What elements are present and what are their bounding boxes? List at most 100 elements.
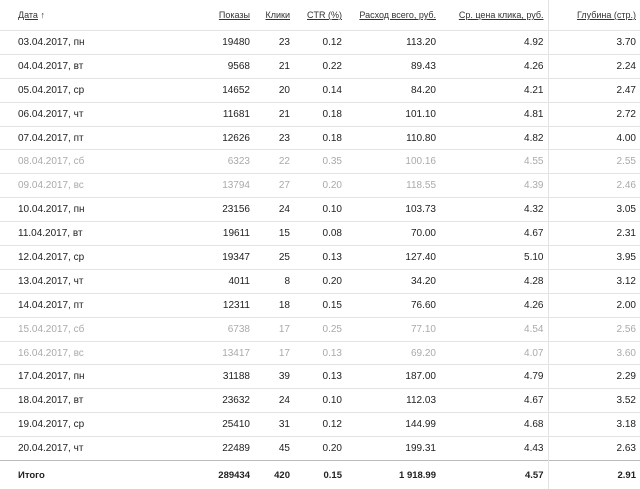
date-header-label[interactable]: Дата <box>18 10 38 20</box>
cell-ctr: 0.35 <box>294 149 346 174</box>
cell-cpc: 4.28 <box>440 268 548 294</box>
column-header-ctr[interactable]: CTR (%) <box>294 0 346 31</box>
header-row: Дата ↑ Показы Клики CTR (%) Расход всего… <box>0 0 640 31</box>
cell-date: 05.04.2017, ср <box>0 77 190 103</box>
cell-cpc: 4.26 <box>440 292 548 318</box>
column-header-depth[interactable]: Глубина (стр.) <box>547 0 640 31</box>
cell-cpc: 4.92 <box>440 30 548 55</box>
cell-cost: 100.16 <box>346 149 440 174</box>
cell-shows: 19480 <box>190 30 254 55</box>
total-ctr: 0.15 <box>294 460 346 489</box>
table-row: 04.04.2017, вт 9568 21 0.22 89.43 4.26 2.24 <box>0 53 640 79</box>
cell-shows: 6738 <box>190 316 254 342</box>
cell-cost: 69.20 <box>346 340 440 365</box>
cell-depth: 3.18 <box>547 412 640 437</box>
shows-header-label[interactable]: Показы <box>218 10 250 20</box>
cell-cpc: 4.79 <box>440 364 548 389</box>
cell-ctr: 0.08 <box>294 221 346 246</box>
clicks-header-label[interactable]: Клики <box>265 10 291 20</box>
cell-cpc: 4.55 <box>440 149 548 174</box>
table-row: 06.04.2017, чт 11681 21 0.18 101.10 4.81 2.72 <box>0 101 640 127</box>
cell-ctr: 0.22 <box>294 53 346 79</box>
table-row: 09.04.2017, вс 13794 27 0.20 118.55 4.39 2.46 <box>0 173 640 198</box>
cell-shows: 11681 <box>190 101 254 127</box>
table-row: 10.04.2017, пн 23156 24 0.10 103.73 4.32 3.05 <box>0 197 640 222</box>
cell-depth: 3.05 <box>547 197 640 222</box>
cell-clicks: 8 <box>254 268 294 294</box>
cell-ctr: 0.18 <box>294 101 346 127</box>
cell-shows: 6323 <box>190 149 254 174</box>
table-row: 20.04.2017, чт 22489 45 0.20 199.31 4.43 2.63 <box>0 436 640 461</box>
cell-ctr: 0.14 <box>294 77 346 103</box>
cell-shows: 12626 <box>190 125 254 150</box>
cell-cpc: 4.26 <box>440 53 548 79</box>
cell-cpc: 4.82 <box>440 125 548 150</box>
total-clicks: 420 <box>254 460 294 489</box>
cell-depth: 4.00 <box>547 125 640 150</box>
cpc-header-label[interactable]: Ср. цена клика, руб. <box>458 10 544 20</box>
cell-depth: 2.47 <box>547 77 640 103</box>
cell-depth: 2.29 <box>547 364 640 389</box>
cell-date: 19.04.2017, ср <box>0 412 190 437</box>
cell-ctr: 0.13 <box>294 245 346 270</box>
cell-date: 07.04.2017, пт <box>0 125 190 150</box>
table-row: 15.04.2017, сб 6738 17 0.25 77.10 4.54 2.56 <box>0 316 640 342</box>
cell-clicks: 45 <box>254 436 294 461</box>
cell-cpc: 5.10 <box>440 245 548 270</box>
table-row: 07.04.2017, пт 12626 23 0.18 110.80 4.82 4.00 <box>0 125 640 150</box>
cell-clicks: 21 <box>254 53 294 79</box>
table-row: 13.04.2017, чт 4011 8 0.20 34.20 4.28 3.12 <box>0 268 640 294</box>
cell-cpc: 4.54 <box>440 316 548 342</box>
cell-ctr: 0.20 <box>294 173 346 198</box>
cell-clicks: 27 <box>254 173 294 198</box>
cell-depth: 2.72 <box>547 101 640 127</box>
cell-depth: 3.12 <box>547 268 640 294</box>
cell-depth: 3.95 <box>547 245 640 270</box>
total-shows: 289434 <box>190 460 254 489</box>
cell-depth: 3.52 <box>547 388 640 413</box>
sort-ascending-icon[interactable]: ↑ <box>40 10 45 20</box>
cell-cost: 70.00 <box>346 221 440 246</box>
total-label: Итого <box>0 460 190 489</box>
cell-ctr: 0.20 <box>294 436 346 461</box>
table-row: 12.04.2017, ср 19347 25 0.13 127.40 5.10 3.95 <box>0 245 640 270</box>
cell-date: 12.04.2017, ср <box>0 245 190 270</box>
cell-shows: 19611 <box>190 221 254 246</box>
column-header-clicks[interactable]: Клики <box>254 0 294 31</box>
cell-shows: 9568 <box>190 53 254 79</box>
ctr-header-label[interactable]: CTR (%) <box>307 10 342 20</box>
column-header-cpc[interactable]: Ср. цена клика, руб. <box>440 0 548 31</box>
cell-cpc: 4.32 <box>440 197 548 222</box>
cell-shows: 31188 <box>190 364 254 389</box>
cell-cpc: 4.39 <box>440 173 548 198</box>
table-row: 19.04.2017, ср 25410 31 0.12 144.99 4.68 3.18 <box>0 412 640 437</box>
cell-cost: 76.60 <box>346 292 440 318</box>
total-depth: 2.91 <box>547 460 640 489</box>
cell-clicks: 25 <box>254 245 294 270</box>
column-header-shows[interactable]: Показы <box>190 0 254 31</box>
table-row: 18.04.2017, вт 23632 24 0.10 112.03 4.67 3.52 <box>0 388 640 413</box>
cell-ctr: 0.15 <box>294 292 346 318</box>
cell-cost: 187.00 <box>346 364 440 389</box>
column-header-date[interactable]: Дата ↑ <box>0 0 190 31</box>
cell-date: 16.04.2017, вс <box>0 340 190 365</box>
cell-cpc: 4.68 <box>440 412 548 437</box>
cell-date: 13.04.2017, чт <box>0 268 190 294</box>
cell-date: 18.04.2017, вт <box>0 388 190 413</box>
table-row: 03.04.2017, пн 19480 23 0.12 113.20 4.92 3.70 <box>0 30 640 55</box>
cell-clicks: 22 <box>254 149 294 174</box>
cost-header-label[interactable]: Расход всего, руб. <box>359 10 436 20</box>
table-body: 03.04.2017, пн 19480 23 0.12 113.20 4.92 3.70 0… <box>0 30 640 461</box>
cell-cpc: 4.81 <box>440 101 548 127</box>
cell-date: 06.04.2017, чт <box>0 101 190 127</box>
column-header-cost[interactable]: Расход всего, руб. <box>346 0 440 31</box>
cell-depth: 3.60 <box>547 340 640 365</box>
cell-ctr: 0.18 <box>294 125 346 150</box>
depth-header-label[interactable]: Глубина (стр.) <box>576 10 636 20</box>
cell-shows: 23156 <box>190 197 254 222</box>
total-row: Итого 289434 420 0.15 1 918.99 4.57 2.91 <box>0 460 640 489</box>
cell-depth: 2.63 <box>547 436 640 461</box>
table-row: 08.04.2017, сб 6323 22 0.35 100.16 4.55 2.55 <box>0 149 640 174</box>
cell-date: 14.04.2017, пт <box>0 292 190 318</box>
